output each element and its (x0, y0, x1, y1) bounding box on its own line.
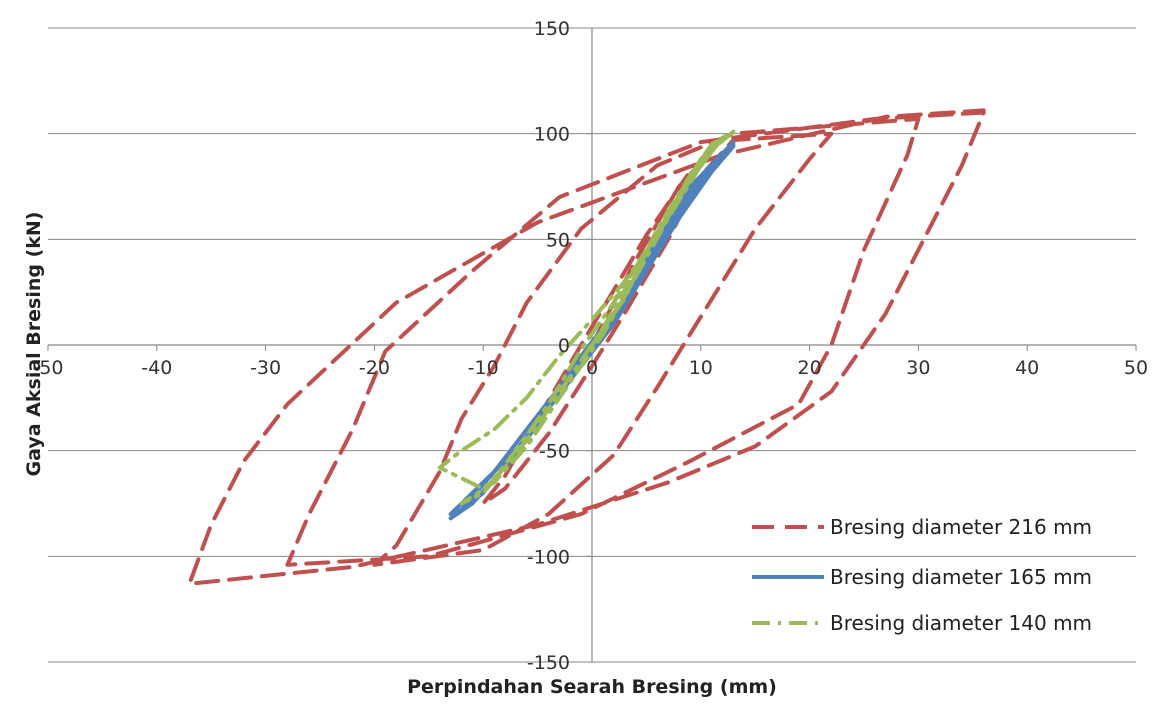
y-tick-label: 100 (534, 124, 570, 146)
x-tick-label: 30 (906, 357, 930, 379)
x-tick-label: -20 (359, 357, 390, 379)
y-tick-label: -50 (539, 441, 570, 463)
x-tick-label: -50 (32, 357, 63, 379)
x-tick-label: 10 (689, 357, 713, 379)
y-tick-label: 150 (534, 18, 570, 40)
x-tick-label: -10 (468, 357, 499, 379)
y-axis-title: Gaya Aksial Bresing (kN) (23, 212, 45, 477)
legend-label-1: Bresing diameter 216 mm (830, 515, 1092, 539)
legend-label-3: Bresing diameter 140 mm (830, 611, 1092, 635)
x-tick-label: -30 (250, 357, 281, 379)
y-tick-label: -100 (527, 546, 570, 568)
series-line-1 (187, 108, 986, 586)
x-tick-label: 0 (586, 357, 598, 379)
series-group (187, 108, 986, 586)
x-tick-label: 20 (798, 357, 822, 379)
x-axis-title: Perpindahan Searah Bresing (mm) (407, 676, 777, 698)
y-tick-label: 50 (546, 229, 570, 251)
x-tick-label: 40 (1015, 357, 1039, 379)
tick-labels: -50 -40 -30 -20 -10 0 10 20 30 40 50150100500-50-1… (32, 18, 1148, 674)
series-line-3 (437, 129, 736, 506)
y-tick-label: 0 (558, 335, 570, 357)
x-tick-label: -40 (141, 357, 172, 379)
x-tick-label: 50 (1124, 357, 1148, 379)
y-tick-label: -150 (527, 652, 570, 674)
legend-label-2: Bresing diameter 165 mm (830, 565, 1092, 589)
legend: Bresing diameter 216 mm Bresing diameter … (752, 515, 1092, 635)
